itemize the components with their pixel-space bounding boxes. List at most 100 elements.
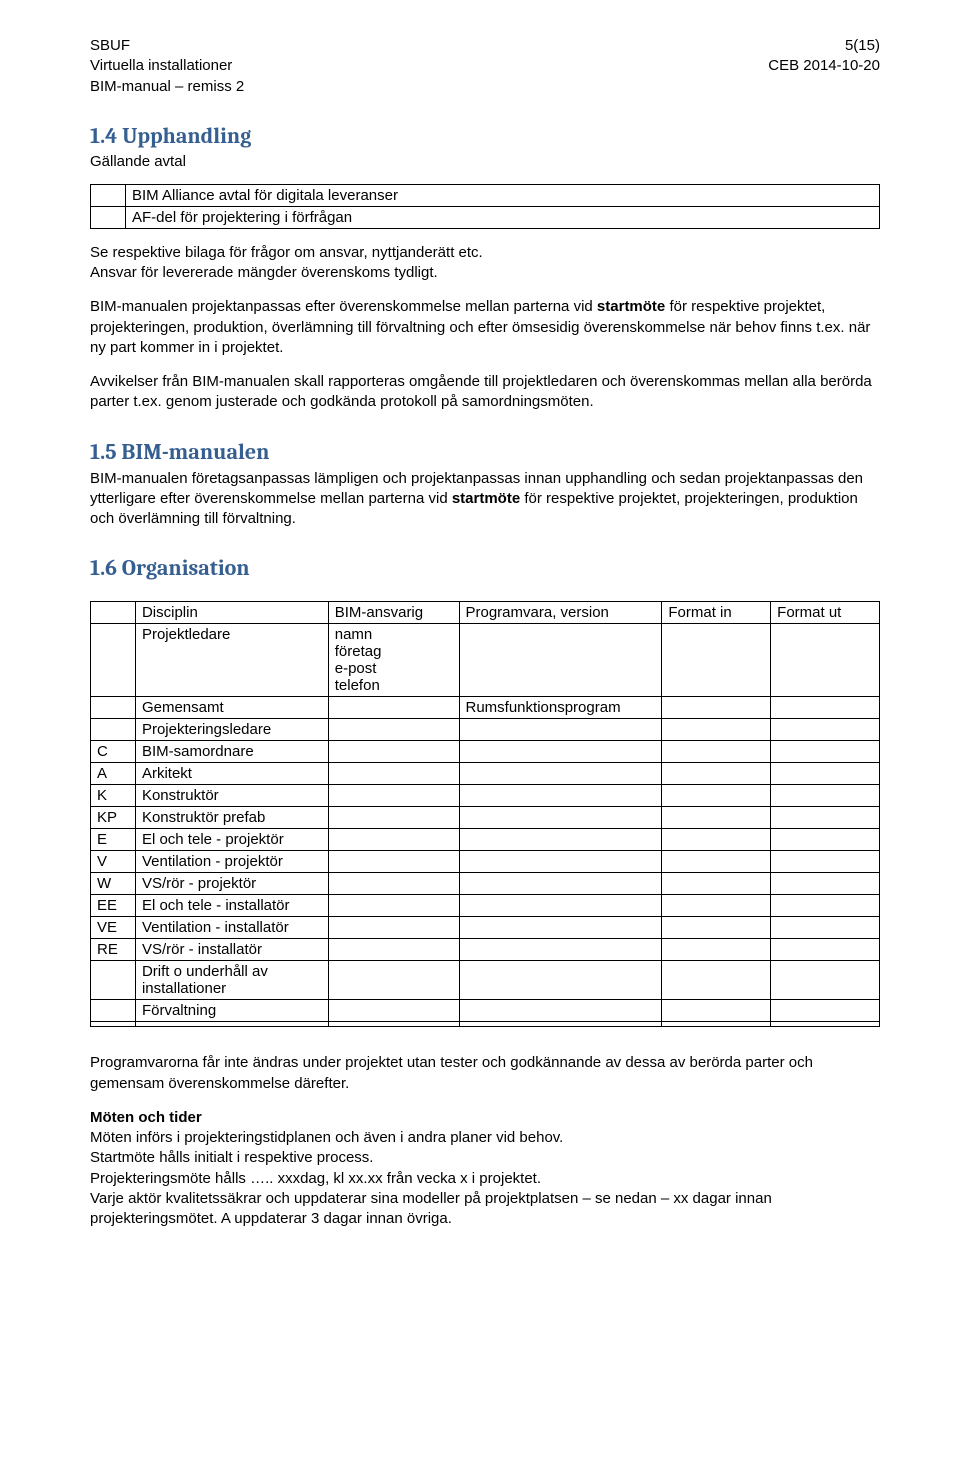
cell-code: KP: [91, 807, 136, 829]
text: Projekteringsmöte hålls ….. xxxdag, kl x…: [90, 1170, 541, 1187]
text: BIM-manualen projektanpassas efter övere…: [90, 298, 597, 315]
cell-bim-ansvarig: [328, 807, 459, 829]
cell-disciplin: VS/rör - projektör: [135, 873, 328, 895]
cell-disciplin: Projektledare: [135, 624, 328, 697]
table-row: Gemensamt Rumsfunktionsprogram: [91, 697, 880, 719]
cell-code: W: [91, 873, 136, 895]
table-row: Drift o underhåll av installationer: [91, 961, 880, 1000]
cell-format-in: [662, 785, 771, 807]
cell-text: AF-del för projektering i förfrågan: [126, 206, 880, 228]
cell-programvara: [459, 1022, 662, 1027]
paragraph: Avvikelser från BIM-manualen skall rappo…: [90, 372, 880, 413]
text: Startmöte hålls initialt i respektive pr…: [90, 1149, 373, 1166]
col-programvara: Programvara, version: [459, 602, 662, 624]
cell-format-in: [662, 763, 771, 785]
cell-bim-ansvarig: [328, 1000, 459, 1022]
cell-disciplin: [135, 1022, 328, 1027]
cell-bim-ansvarig: [328, 697, 459, 719]
cell-format-ut: [771, 697, 880, 719]
cell-bim-ansvarig: [328, 917, 459, 939]
header-right: 5(15) CEB 2014-10-20: [768, 36, 880, 97]
header-date: CEB 2014-10-20: [768, 56, 880, 76]
cell-format-in: [662, 829, 771, 851]
cell-programvara: [459, 1000, 662, 1022]
cell-bim-ansvarig: [328, 895, 459, 917]
moten-section: Möten och tider Möten införs i projekter…: [90, 1108, 880, 1230]
cell-format-ut: [771, 829, 880, 851]
cell-format-ut: [771, 961, 880, 1000]
header-doc: BIM-manual – remiss 2: [90, 77, 244, 97]
cell-format-in: [662, 939, 771, 961]
cell-code: [91, 719, 136, 741]
cell-code: [91, 1022, 136, 1027]
bold-text: startmöte: [452, 490, 520, 507]
cell-programvara: [459, 851, 662, 873]
table-row: [91, 1022, 880, 1027]
section-1-4-sub: Gällande avtal: [90, 153, 880, 170]
avtal-table: BIM Alliance avtal för digitala leverans…: [90, 184, 880, 229]
cell-programvara: [459, 917, 662, 939]
page-header: SBUF Virtuella installationer BIM-manual…: [90, 36, 880, 97]
cell-programvara: [459, 719, 662, 741]
cell-disciplin: Projekteringsledare: [135, 719, 328, 741]
cell-code: [91, 961, 136, 1000]
header-left: SBUF Virtuella installationer BIM-manual…: [90, 36, 244, 97]
cell-disciplin: El och tele - installatör: [135, 895, 328, 917]
table-row: CBIM-samordnare: [91, 741, 880, 763]
cell-disciplin: Drift o underhåll av installationer: [135, 961, 328, 1000]
col-bim-ansvarig: BIM-ansvarig: [328, 602, 459, 624]
cell-bim-ansvarig: [328, 829, 459, 851]
table-row: WVS/rör - projektör: [91, 873, 880, 895]
cell-text: BIM Alliance avtal för digitala leverans…: [126, 184, 880, 206]
cell-format-in: [662, 624, 771, 697]
table-row: Förvaltning: [91, 1000, 880, 1022]
cell-programvara: [459, 961, 662, 1000]
cell-disciplin: Gemensamt: [135, 697, 328, 719]
cell-code: E: [91, 829, 136, 851]
cell-format-in: [662, 895, 771, 917]
cell-format-ut: [771, 763, 880, 785]
paragraph: BIM-manualen företagsanpassas lämpligen …: [90, 469, 880, 530]
cell-format-in: [662, 961, 771, 1000]
section-1-6-title: 1.6 Organisation: [90, 555, 880, 581]
paragraph: BIM-manualen projektanpassas efter övere…: [90, 297, 880, 358]
cell-format-ut: [771, 939, 880, 961]
header-pagenum: 5(15): [768, 36, 880, 56]
table-row: AArkitekt: [91, 763, 880, 785]
bold-text: startmöte: [597, 298, 665, 315]
cell-programvara: [459, 939, 662, 961]
cell-disciplin: Ventilation - installatör: [135, 917, 328, 939]
paragraph: Programvarorna får inte ändras under pro…: [90, 1053, 880, 1094]
cell-format-ut: [771, 917, 880, 939]
col-format-ut: Format ut: [771, 602, 880, 624]
cell-format-in: [662, 851, 771, 873]
text: Ansvar för levererade mängder överenskom…: [90, 264, 438, 281]
cell-format-ut: [771, 807, 880, 829]
cell-disciplin: Förvaltning: [135, 1000, 328, 1022]
cell-programvara: [459, 895, 662, 917]
section-1-5-title: 1.5 BIM-manualen: [90, 439, 880, 465]
cell-programvara: [459, 807, 662, 829]
table-row: EEEl och tele - installatör: [91, 895, 880, 917]
table-row: KKonstruktör: [91, 785, 880, 807]
cell-format-ut: [771, 895, 880, 917]
cell-programvara: [459, 763, 662, 785]
cell-format-ut: [771, 1022, 880, 1027]
cell-programvara: Rumsfunktionsprogram: [459, 697, 662, 719]
cell-code: [91, 697, 136, 719]
cell-format-ut: [771, 851, 880, 873]
cell-empty: [91, 602, 136, 624]
col-disciplin: Disciplin: [135, 602, 328, 624]
cell-programvara: [459, 741, 662, 763]
cell-disciplin: El och tele - projektör: [135, 829, 328, 851]
cell-code: A: [91, 763, 136, 785]
cell-format-ut: [771, 624, 880, 697]
table-row: Projekteringsledare: [91, 719, 880, 741]
cell-disciplin: BIM-samordnare: [135, 741, 328, 763]
cell-bim-ansvarig: [328, 939, 459, 961]
table-row: VVentilation - projektör: [91, 851, 880, 873]
text: Se respektive bilaga för frågor om ansva…: [90, 244, 483, 261]
cell-code: [91, 1000, 136, 1022]
moten-title: Möten och tider: [90, 1109, 202, 1126]
cell-bim-ansvarig: [328, 741, 459, 763]
